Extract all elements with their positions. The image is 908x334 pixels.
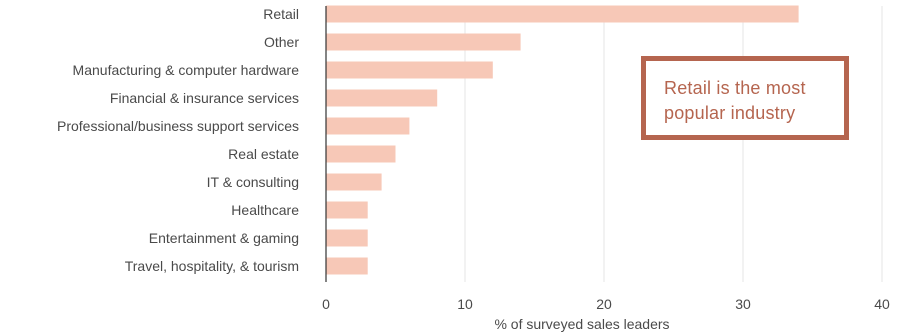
bar: [326, 145, 396, 163]
category-label: Professional/business support services: [57, 118, 299, 134]
annotation-callout: Retail is the most popular industry: [641, 56, 849, 140]
annotation-text: Retail is the most popular industry: [664, 78, 806, 123]
gridlines: [464, 6, 883, 282]
bars: [326, 5, 799, 275]
x-axis-title: % of surveyed sales leaders: [494, 316, 669, 332]
category-label: Entertainment & gaming: [149, 230, 299, 246]
bar: [326, 229, 368, 247]
bar: [326, 89, 438, 107]
bar: [326, 33, 521, 51]
bar: [326, 117, 410, 135]
bar: [326, 201, 368, 219]
x-tick-label: 10: [457, 296, 473, 312]
category-label: Manufacturing & computer hardware: [73, 62, 300, 78]
bar: [326, 257, 368, 275]
bar: [326, 173, 382, 191]
category-label: IT & consulting: [207, 174, 299, 190]
bar: [326, 61, 493, 79]
category-label: Financial & insurance services: [110, 90, 299, 106]
bar: [326, 5, 799, 23]
category-label: Travel, hospitality, & tourism: [125, 258, 299, 274]
x-tick-labels: 0 10 20 30 40: [322, 296, 890, 312]
category-label: Other: [264, 34, 299, 50]
category-label: Healthcare: [231, 202, 299, 218]
x-tick-label: 0: [322, 296, 330, 312]
x-tick-label: 20: [596, 296, 612, 312]
category-label: Real estate: [228, 146, 299, 162]
category-labels: Retail Other Manufacturing & computer hard…: [57, 6, 299, 274]
category-label: Retail: [263, 6, 299, 22]
x-tick-label: 30: [735, 296, 751, 312]
x-tick-label: 40: [874, 296, 890, 312]
